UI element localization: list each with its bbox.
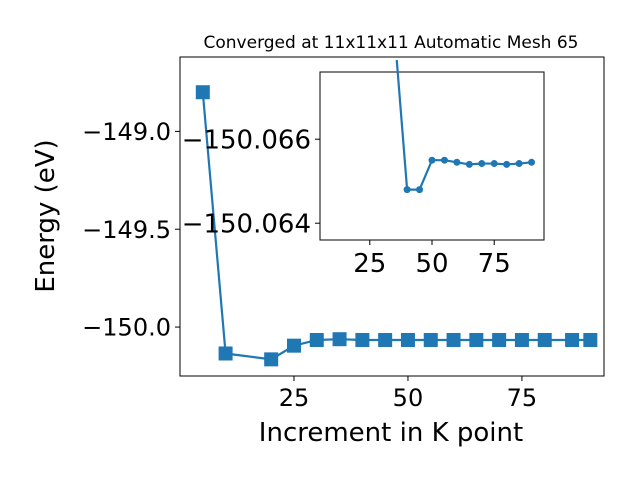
main-data-point (264, 352, 279, 367)
main-data-point (565, 332, 580, 347)
main-data-point (400, 332, 415, 347)
inset-data-point (528, 158, 536, 166)
main-data-point (218, 346, 233, 361)
inset-data-point (478, 160, 486, 168)
main-x-tick-label: 75 (507, 384, 538, 412)
inset-x-tick-label: 50 (415, 249, 448, 279)
main-data-point (332, 332, 347, 347)
inset-data-point (503, 160, 511, 168)
main-data-point (446, 332, 461, 347)
inset-data-point (440, 156, 448, 164)
main-data-point (469, 332, 484, 347)
main-data-point (423, 332, 438, 347)
main-data-point (195, 85, 210, 100)
inset-data-point (453, 158, 461, 166)
inset-y-tick-label: −150.064 (182, 210, 311, 240)
inset-data-point (465, 160, 473, 168)
main-data-point (286, 338, 301, 353)
inset-x-tick-label: 25 (353, 249, 386, 279)
main-x-ticks: 25 50 75 (279, 376, 538, 412)
main-y-tick-label: −149.5 (82, 216, 171, 244)
chart-title: Converged at 11x11x11 Automatic Mesh 65 (204, 33, 579, 53)
inset-data-point (428, 156, 436, 164)
main-y-tick-label: −149.0 (82, 118, 171, 146)
main-data-point (492, 332, 507, 347)
main-data-point (514, 332, 529, 347)
main-y-ticks: −150.0 −149.5 −149.0 (82, 118, 180, 342)
main-y-tick-label: −150.0 (82, 314, 171, 342)
x-axis-label: Increment in K point (259, 418, 523, 448)
inset-y-ticks: −150.066 −150.064 (182, 126, 320, 240)
inset-axes: 25 50 75 −150.066 −150.064 (182, 60, 545, 279)
main-x-tick-label: 50 (393, 384, 424, 412)
inset-x-tick-label: 75 (478, 249, 511, 279)
main-data-point (355, 332, 370, 347)
main-data-point (309, 332, 324, 347)
inset-x-ticks: 25 50 75 (353, 240, 511, 279)
main-x-tick-label: 25 (279, 384, 310, 412)
inset-y-tick-label: −150.066 (182, 126, 311, 156)
main-data-point (537, 332, 552, 347)
inset-series (395, 60, 536, 194)
inset-data-point (490, 160, 498, 168)
inset-plot-frame (319, 71, 545, 241)
y-axis-label: Energy (eV) (31, 139, 61, 292)
inset-data-point (416, 186, 424, 194)
main-series (195, 85, 598, 367)
main-data-point (378, 332, 393, 347)
inset-data-point (403, 186, 411, 194)
inset-data-point (515, 160, 523, 168)
main-data-point (583, 332, 598, 347)
